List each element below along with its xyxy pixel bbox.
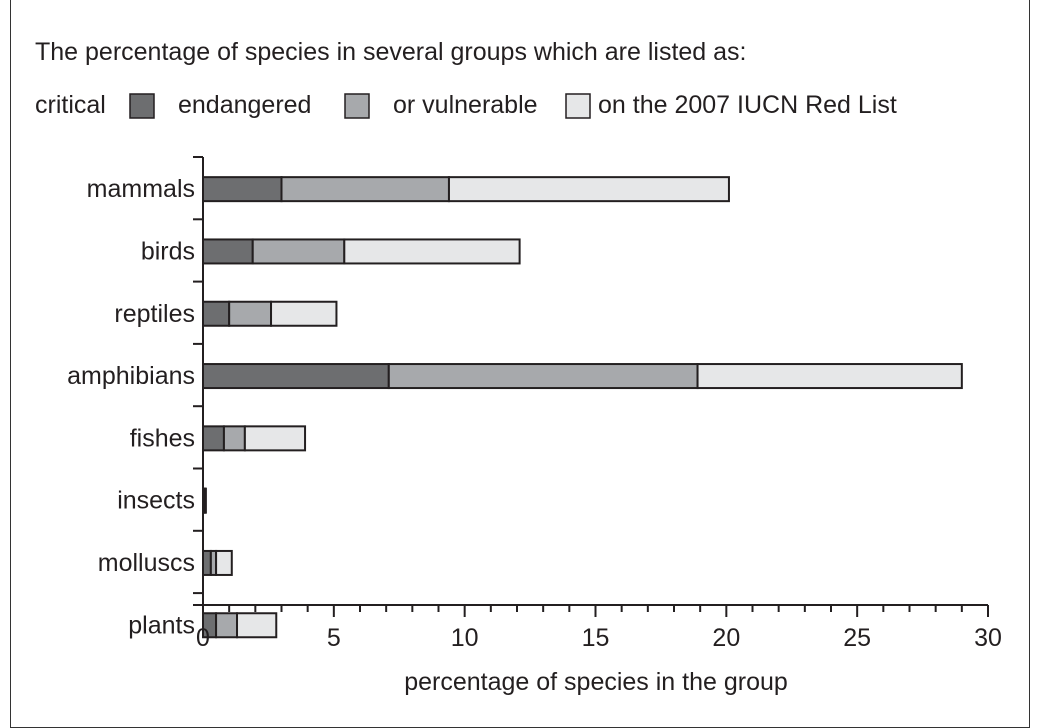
legend-suffix: on the 2007 IUCN Red List — [598, 91, 897, 119]
bar-birds-endangered — [251, 238, 346, 265]
bars-layer — [202, 176, 963, 639]
bar-mammals-critical — [202, 176, 283, 203]
bar-molluscs-critical — [202, 549, 212, 576]
bar-birds-critical — [202, 238, 254, 265]
x-tick-label-10: 10 — [451, 624, 479, 652]
bar-fishes-critical — [202, 425, 225, 452]
y-tick-label-insects: insects — [117, 487, 195, 515]
legend-label-endangered: endangered — [178, 91, 311, 119]
y-tick-label-amphibians: amphibians — [67, 362, 195, 390]
x-tick-label-20: 20 — [712, 624, 740, 652]
y-axis: mammals birds reptiles amphibians fishes inse… — [67, 156, 204, 639]
bar-fishes-endangered — [222, 425, 246, 452]
y-tick-label-birds: birds — [141, 237, 195, 265]
x-tick-label-25: 25 — [843, 624, 871, 652]
bar-reptiles-or-vulnerable — [270, 300, 338, 327]
chart-title: The percentage of species in several gro… — [35, 38, 747, 66]
bar-insects-or-vulnerable — [204, 487, 207, 514]
legend-swatch-endangered — [344, 93, 370, 119]
legend-swatch-critical — [129, 93, 155, 119]
legend-label-vulnerable: or vulnerable — [393, 91, 538, 119]
legend-swatch-vulnerable — [565, 93, 591, 119]
x-tick-label-15: 15 — [582, 624, 610, 652]
bar-mammals-or-vulnerable — [447, 176, 730, 203]
bar-birds-or-vulnerable — [343, 238, 521, 265]
y-tick-label-plants: plants — [128, 611, 195, 639]
legend: critical endangered or vulnerable on the… — [35, 91, 897, 119]
bar-mammals-endangered — [280, 176, 450, 203]
x-tick-label-0: 0 — [196, 624, 210, 652]
bar-amphibians-endangered — [387, 363, 699, 390]
bar-plants-or-vulnerable — [236, 612, 278, 639]
x-tick-label-5: 5 — [327, 624, 341, 652]
bar-plants-endangered — [215, 612, 239, 639]
bar-fishes-or-vulnerable — [243, 425, 307, 452]
x-axis: 0 5 10 15 20 25 30 — [196, 604, 1002, 652]
legend-label-critical: critical — [35, 91, 106, 119]
y-tick-label-fishes: fishes — [130, 424, 195, 452]
bar-amphibians-or-vulnerable — [696, 363, 963, 390]
y-tick-label-molluscs: molluscs — [98, 549, 195, 577]
bar-amphibians-critical — [202, 363, 390, 390]
bar-reptiles-endangered — [228, 300, 273, 327]
y-tick-label-reptiles: reptiles — [114, 300, 195, 328]
bar-molluscs-or-vulnerable — [215, 549, 233, 576]
x-axis-label: percentage of species in the group — [404, 668, 788, 696]
bar-reptiles-critical — [202, 300, 231, 327]
y-tick-label-mammals: mammals — [87, 175, 195, 203]
x-tick-label-30: 30 — [974, 624, 1002, 652]
